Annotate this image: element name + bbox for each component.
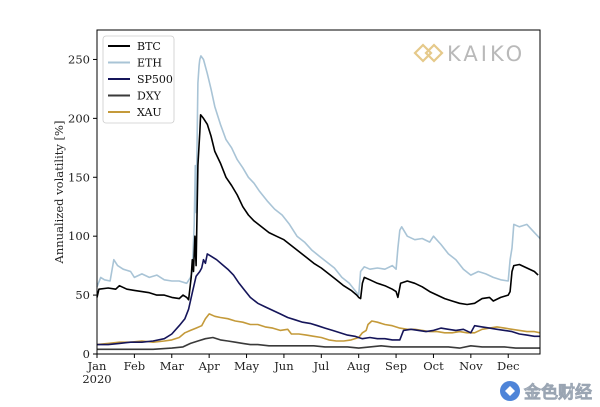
series-line-sp500: [97, 253, 540, 346]
x-tick-label: Oct: [423, 359, 444, 373]
y-tick-label: 250: [68, 52, 90, 66]
x-tick-label: Mar: [160, 359, 185, 373]
legend-label-eth: ETH: [137, 57, 162, 70]
watermark-icon-inner: [505, 386, 515, 396]
legend: BTC ETH SP500 DXY XAU: [102, 35, 175, 124]
y-tick-label: 100: [68, 229, 90, 243]
axis-labels: Annualized volatility [%]: [52, 121, 66, 265]
y-tick-label: 50: [75, 288, 90, 302]
legend-label-dxy: DXY: [137, 90, 162, 103]
series-line-eth: [96, 55, 541, 296]
series-line-btc: [96, 114, 539, 306]
x-tick-label: Feb: [124, 359, 146, 373]
x-tick-label: Dec: [497, 359, 519, 373]
kaiko-logo: KAIKO: [413, 42, 525, 66]
series-line-xau: [96, 313, 541, 346]
plot-frame: [96, 29, 541, 355]
legend-label-btc: BTC: [137, 40, 161, 53]
watermark-text: 金色财经: [523, 382, 592, 403]
kaiko-logo-mark-2: [424, 43, 444, 63]
legend-label-xau: XAU: [137, 106, 162, 119]
x-tick-label: Jan: [87, 359, 107, 373]
legend-label-sp500: SP500: [137, 73, 173, 86]
x-tick-label: Jun: [273, 359, 294, 373]
kaiko-logo-text: KAIKO: [447, 42, 525, 66]
y-tick-label: 150: [68, 170, 90, 184]
x-tick-label: May: [234, 359, 260, 373]
x-tick-label: Apr: [198, 359, 221, 373]
x-tick-label: Jul: [312, 359, 329, 373]
x-tick-label: Nov: [459, 359, 483, 373]
x-year-label: 2020: [82, 372, 111, 386]
legend-box: [102, 35, 175, 124]
y-axis-label: Annualized volatility [%]: [52, 121, 66, 265]
series-layer: [96, 55, 541, 351]
series-line-dxy: [97, 336, 540, 351]
y-tick-label: 200: [68, 111, 90, 125]
x-tick-label: Aug: [346, 359, 371, 373]
x-tick-label: Sep: [385, 359, 407, 373]
y-tick-label: 0: [83, 347, 90, 361]
watermark: 金色财经: [500, 381, 592, 403]
kaiko-logo-mark: [413, 43, 433, 63]
chart-ticks: 0 50 100 150 200 250 Jan Feb Mar Apr May Jun Jul Aug S…: [68, 52, 519, 386]
